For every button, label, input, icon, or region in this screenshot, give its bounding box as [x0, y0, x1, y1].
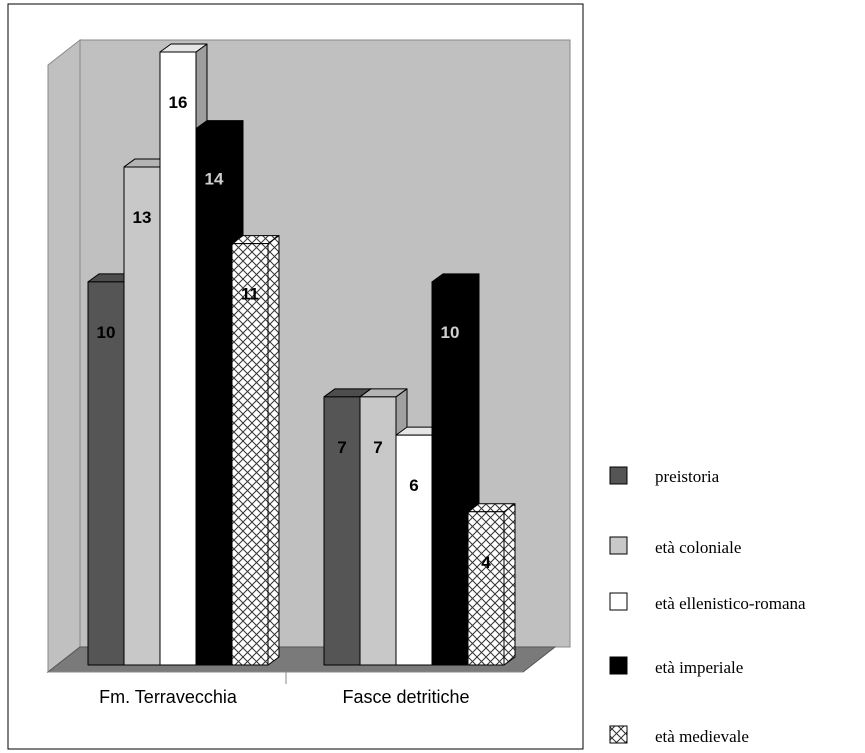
legend-swatch-preistoria — [609, 466, 628, 485]
data-label-fasce-detritiche-eta-ellenistico-romana: 6 — [409, 476, 418, 495]
legend-label-preistoria: preistoria — [655, 467, 720, 486]
bar-fasce-detritiche-eta-medievale-front — [467, 511, 505, 666]
legend-swatch-eta-coloniale — [609, 536, 628, 555]
bar-fasce-detritiche-eta-ellenistico-romana-front — [395, 434, 433, 666]
data-label-fm-terravecchia-eta-ellenistico-romana: 16 — [169, 93, 188, 112]
bar-fm-terravecchia-eta-coloniale-front — [123, 166, 161, 666]
bars — [87, 43, 516, 666]
legend-swatch-eta-ellenistico-romana — [609, 592, 628, 611]
legend-label-eta-medievale: età medievale — [655, 727, 749, 746]
category-label-fasce: Fasce detritiche — [342, 687, 469, 707]
data-label-fasce-detritiche-eta-coloniale: 7 — [373, 438, 382, 457]
chart-side-wall — [47, 38, 81, 674]
data-label-fasce-detritiche-eta-medievale: 4 — [481, 553, 491, 572]
bar-fm-terravecchia-eta-medievale — [231, 235, 280, 666]
data-label-fm-terravecchia-eta-imperiale: 14 — [205, 170, 224, 189]
legend-label-eta-ellenistico-romana: età ellenistico-romana — [655, 594, 806, 613]
data-label-fm-terravecchia-preistoria: 10 — [97, 323, 116, 342]
legend-label-eta-imperiale: età imperiale — [655, 658, 743, 677]
legend: preistoria età coloniale età ellenistico… — [609, 466, 806, 746]
data-labels: 10 13 16 14 11 7 7 6 10 4 — [97, 93, 492, 572]
bar-fm-terravecchia-eta-ellenistico-romana-front — [159, 51, 197, 666]
data-label-fasce-detritiche-eta-imperiale: 10 — [441, 323, 460, 342]
bar-fasce-detritiche-eta-medievale-side — [503, 503, 516, 666]
legend-label-eta-coloniale: età coloniale — [655, 538, 741, 557]
data-label-fm-terravecchia-eta-medievale: 11 — [241, 285, 259, 304]
bar-fm-terravecchia-eta-medievale-side — [267, 235, 280, 666]
data-label-fm-terravecchia-eta-coloniale: 13 — [133, 208, 152, 227]
bar-fm-terravecchia-eta-imperiale-front — [195, 128, 233, 666]
category-label-terravecchia: Fm. Terravecchia — [99, 687, 238, 707]
legend-swatch-eta-medievale — [609, 725, 628, 744]
bar-fasce-detritiche-eta-medievale — [467, 503, 516, 666]
bar-fm-terravecchia-eta-medievale-front — [231, 243, 269, 666]
data-label-fasce-detritiche-preistoria: 7 — [337, 438, 346, 457]
legend-swatch-eta-imperiale — [609, 656, 628, 675]
